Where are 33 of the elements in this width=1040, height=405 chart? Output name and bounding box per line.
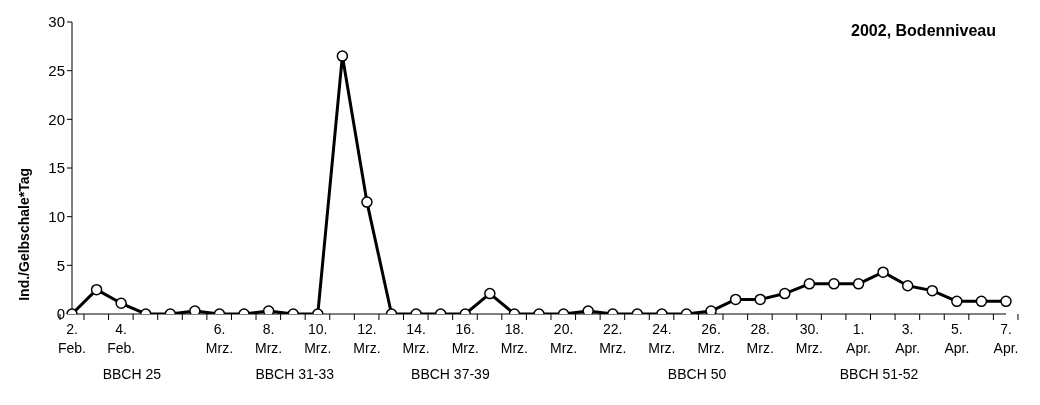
x-tick-label: 2. Feb. xyxy=(57,321,87,356)
x-tick-label: 8. Mrz. xyxy=(255,321,283,356)
x-tick-label: 7. Apr. xyxy=(993,321,1019,356)
chart-title: 2002, Bodenniveau xyxy=(851,22,996,39)
x-tick-label: 3. Apr. xyxy=(895,321,921,356)
text: BBCH 25 xyxy=(102,366,162,382)
x-tick-label: 14. Mrz. xyxy=(402,321,430,356)
x-tick-label: 22. Mrz. xyxy=(599,321,627,356)
x-tick-label: 4. Feb. xyxy=(107,321,136,356)
x-tick-label: 6. Mrz. xyxy=(205,321,234,356)
x-tick-label: 28. Mrz. xyxy=(746,321,774,356)
y-axis-title: Ind./Gelbschale*Tag xyxy=(15,168,32,301)
text: BBCH 50 xyxy=(667,366,727,382)
y-tick-label: 0 xyxy=(56,305,65,323)
y-tick-label: 20 xyxy=(48,110,65,128)
x-tick-label: 5. Apr. xyxy=(944,321,970,356)
x-tick-label: 30. Mrz. xyxy=(795,321,823,356)
x-tick-label: 12. Mrz. xyxy=(353,321,381,356)
x-tick-label: 16. Mrz. xyxy=(451,321,479,356)
y-tick-label: 15 xyxy=(48,159,65,177)
x-tick-label: 20. Mrz. xyxy=(549,321,578,356)
x-tick-label: 18. Mrz. xyxy=(500,321,529,356)
y-tick-label: 5 xyxy=(56,256,65,274)
text: BBCH 31-33 xyxy=(255,366,335,382)
x-tick-label: 26. Mrz. xyxy=(697,321,725,356)
y-tick-label: 25 xyxy=(48,61,65,79)
text: BBCH 51-52 xyxy=(839,366,919,382)
x-tick-label: 24. Mrz. xyxy=(648,321,676,356)
y-tick-label: 10 xyxy=(48,207,65,225)
x-tick-label: 1. Apr. xyxy=(846,321,871,356)
y-tick-label: 30 xyxy=(48,13,65,31)
text: BBCH 37-39 xyxy=(411,366,490,382)
x-tick-label: 10. Mrz. xyxy=(304,321,332,356)
